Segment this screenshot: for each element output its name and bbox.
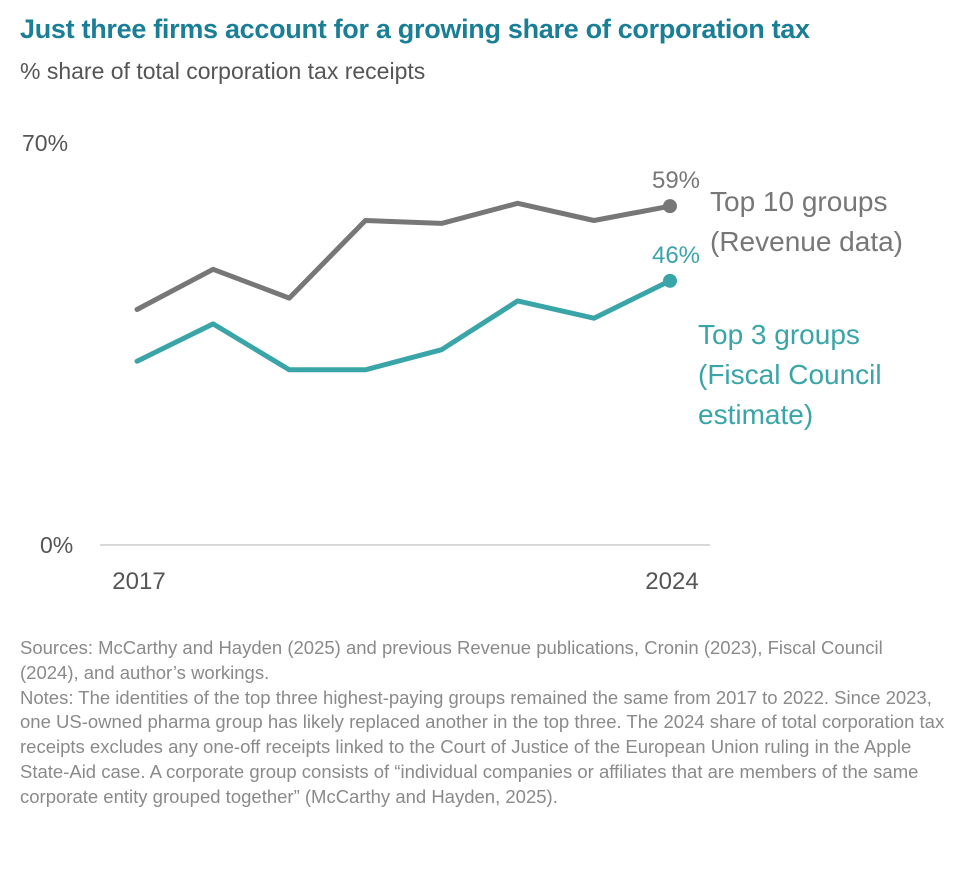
series-end-label-1: 59% <box>652 167 700 194</box>
series-label-2-line-2: (Fiscal Council <box>698 359 882 390</box>
x-tick-label-start: 2017 <box>112 568 165 595</box>
y-tick-label-top: 70% <box>22 130 68 156</box>
series-end-marker-2 <box>663 273 677 288</box>
series-label-1-line-1: Top 10 groups <box>710 186 887 217</box>
series-label-2-line-1: Top 3 groups <box>698 319 860 350</box>
line-chart: 70% 0% 2017 2024 59% Top 10 groups (Revenue da… <box>22 130 903 595</box>
notes-text: Notes: The identities of the top three h… <box>20 686 945 807</box>
series-end-label-2: 46% <box>652 242 700 269</box>
y-tick-label-bottom: 0% <box>40 532 73 558</box>
chart-subtitle: % share of total corporation tax receipt… <box>20 58 426 84</box>
sources-text: Sources: McCarthy and Hayden (2025) and … <box>20 637 883 683</box>
series-label-2-line-3: estimate) <box>698 399 813 430</box>
sources-notes: Sources: McCarthy and Hayden (2025) and … <box>20 636 945 810</box>
chart-title: Just three firms account for a growing s… <box>20 14 810 44</box>
x-tick-label-end: 2024 <box>645 568 698 595</box>
series-line-2 <box>134 278 673 373</box>
series-line-1 <box>134 200 673 312</box>
series-label-1-line-2: (Revenue data) <box>710 226 903 257</box>
series-end-marker-1 <box>663 199 677 214</box>
